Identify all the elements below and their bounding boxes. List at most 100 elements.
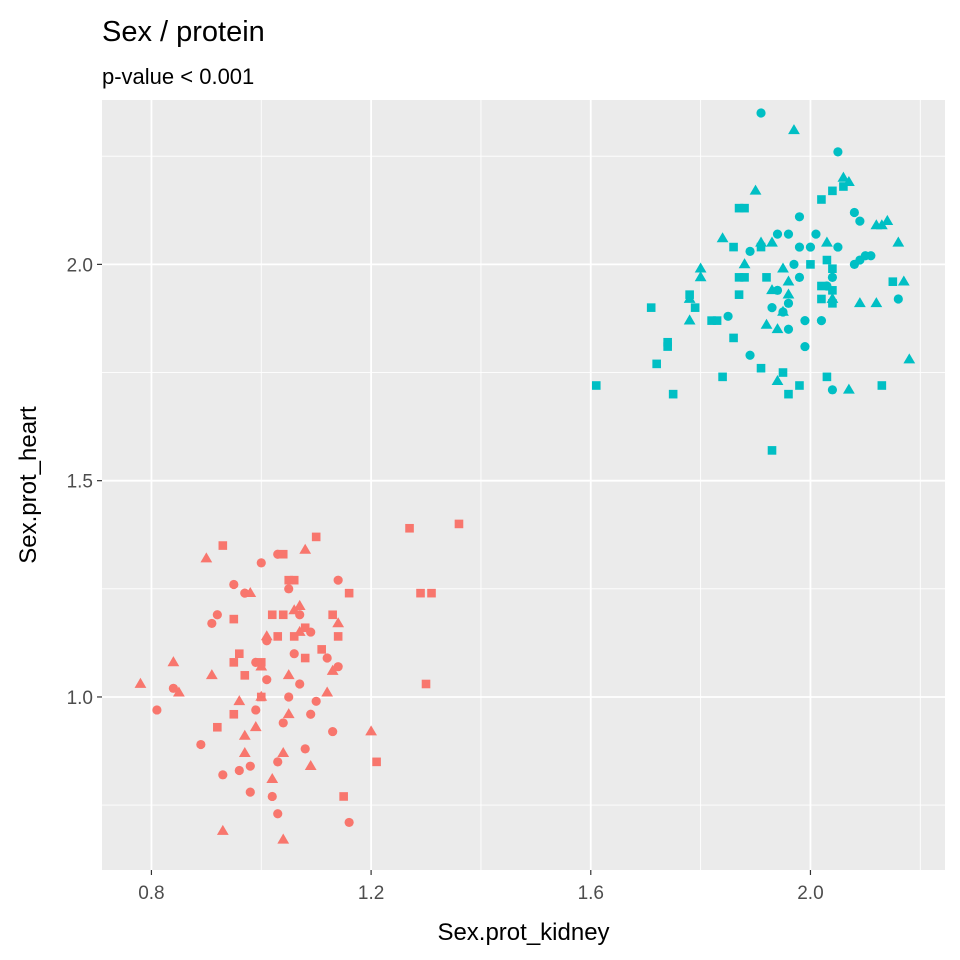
data-point-square <box>828 264 837 274</box>
y-tick-label: 1.5 <box>67 472 93 493</box>
data-point-square <box>229 614 239 624</box>
data-point-triangle <box>244 586 257 597</box>
data-point-square <box>652 359 661 369</box>
chart-title: Sex / protein <box>102 16 265 48</box>
data-point-square <box>646 303 656 312</box>
data-point-circle <box>256 558 266 568</box>
data-point-triangle <box>870 219 883 230</box>
data-point-square <box>718 372 727 382</box>
data-point-triangle <box>282 708 295 719</box>
data-point-circle <box>756 108 766 118</box>
data-points <box>134 108 916 844</box>
minor-gridlines <box>102 100 945 870</box>
data-point-square <box>828 299 837 308</box>
data-point-circle <box>893 294 903 304</box>
data-point-triangle <box>321 686 334 697</box>
data-point-square <box>817 281 826 291</box>
data-point-circle <box>333 662 343 672</box>
data-point-square <box>828 186 837 196</box>
data-point-circle <box>745 246 755 257</box>
data-point-triangle <box>771 323 784 334</box>
data-point-triangle <box>749 184 762 195</box>
data-point-square <box>273 632 283 641</box>
data-point-square <box>685 290 694 299</box>
data-point-square <box>333 632 343 641</box>
data-point-triangle <box>304 759 317 771</box>
data-point-triangle <box>266 772 279 784</box>
data-point-circle <box>783 229 794 239</box>
data-point-square <box>213 722 222 732</box>
data-point-square <box>806 260 815 269</box>
data-point-square <box>888 277 898 286</box>
data-point-square <box>839 182 848 191</box>
data-point-circle <box>311 696 321 706</box>
data-point-square <box>339 792 348 801</box>
data-point-square <box>877 381 887 390</box>
x-tick-label: 0.8 <box>138 883 164 904</box>
data-point-circle <box>289 649 299 659</box>
data-point-circle <box>234 765 244 776</box>
data-point-circle <box>783 324 794 334</box>
data-point-circle <box>800 341 810 352</box>
data-point-square <box>344 588 354 598</box>
data-point-circle <box>827 385 838 395</box>
data-point-triangle <box>282 669 295 680</box>
data-point-triangle <box>881 214 894 225</box>
y-axis-title: Sex.prot_heart <box>15 406 42 564</box>
data-point-triangle <box>694 271 707 282</box>
data-point-circle <box>229 579 239 590</box>
x-axis-ticks: 0.8 1.2 1.6 2.0 <box>138 870 824 904</box>
data-point-circle <box>794 272 805 282</box>
data-point-square <box>712 316 722 325</box>
data-point-triangle <box>277 833 290 844</box>
data-point-circle <box>251 705 261 715</box>
data-point-triangle <box>766 236 778 247</box>
data-point-circle <box>805 242 816 252</box>
data-point-square <box>734 290 744 299</box>
data-point-circle <box>306 709 316 719</box>
x-tick-label: 1.6 <box>578 883 604 904</box>
data-point-square <box>317 645 326 654</box>
data-point-triangle <box>238 747 251 758</box>
data-point-circle <box>783 298 794 308</box>
data-point-triangle <box>777 262 789 273</box>
data-point-square <box>707 316 716 325</box>
data-point-square <box>734 273 744 282</box>
data-point-square <box>372 757 381 767</box>
data-point-square <box>267 610 277 620</box>
data-point-triangle <box>897 275 910 286</box>
y-axis-ticks: 1.0 1.5 2.0 <box>67 255 102 709</box>
data-point-triangle <box>200 552 213 563</box>
data-point-square <box>218 541 228 550</box>
data-point-triangle <box>760 318 773 329</box>
data-point-triangle <box>782 275 795 286</box>
data-point-square <box>729 333 738 343</box>
data-point-circle <box>849 207 859 218</box>
data-point-square <box>405 523 414 533</box>
data-point-circle <box>816 316 827 326</box>
data-point-circle <box>827 272 838 282</box>
data-point-square <box>256 658 266 667</box>
data-point-square <box>278 610 288 620</box>
data-point-triangle <box>843 383 855 394</box>
data-point-square <box>740 273 749 282</box>
data-point-square <box>756 242 766 252</box>
data-point-triangle <box>853 297 866 308</box>
data-point-square <box>817 294 826 304</box>
data-point-circle <box>168 683 178 693</box>
data-point-square <box>668 389 678 399</box>
y-tick-label: 1.0 <box>67 688 93 709</box>
data-point-circle <box>295 679 305 689</box>
data-point-circle <box>267 791 277 802</box>
data-point-triangle <box>216 824 229 835</box>
plot-panel <box>102 100 945 870</box>
data-point-circle <box>328 726 338 737</box>
data-point-square <box>289 575 299 585</box>
data-point-square <box>256 692 266 702</box>
data-point-circle <box>273 809 283 819</box>
data-point-circle <box>284 584 294 594</box>
y-tick-label: 2.0 <box>67 255 93 276</box>
x-tick-label: 2.0 <box>797 883 823 904</box>
data-point-triangle <box>837 171 850 182</box>
